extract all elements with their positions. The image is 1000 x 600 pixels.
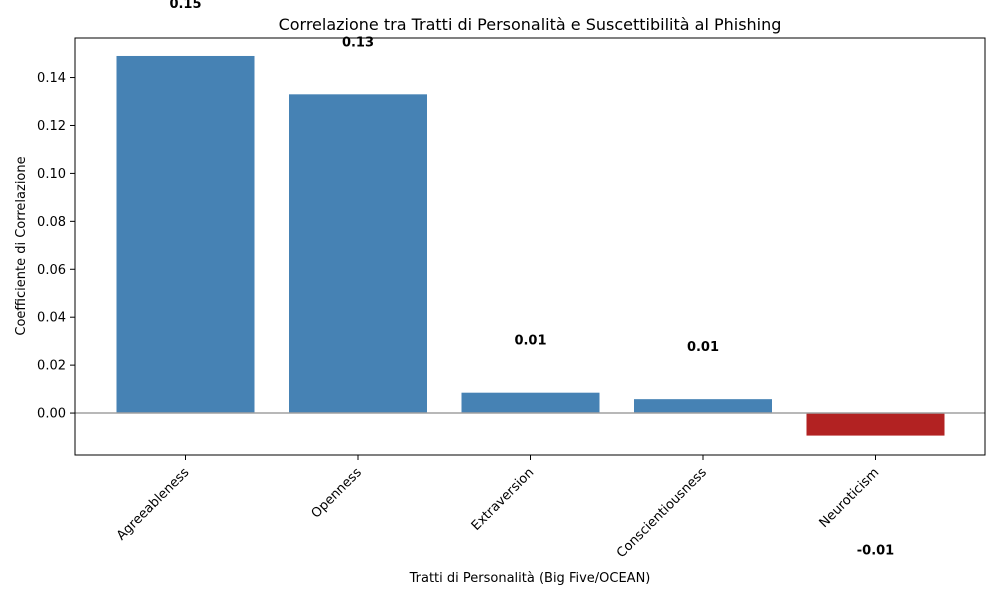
x-axis-label: Tratti di Personalità (Big Five/OCEAN) — [409, 571, 651, 586]
x-tick-label: Openness — [309, 465, 365, 521]
y-tick-label: 0.10 — [37, 167, 66, 182]
x-tick-label: Extraversion — [469, 465, 538, 534]
y-tick-label: 0.06 — [37, 263, 66, 278]
x-tick-label: Neuroticism — [817, 465, 883, 531]
data-label-openness: 0.13 — [342, 35, 374, 50]
y-tick-label: 0.08 — [37, 215, 66, 230]
chart-title: Correlazione tra Tratti di Personalità e… — [279, 15, 782, 34]
bar-extraversion — [461, 392, 600, 414]
data-label-neuroticism: -0.01 — [857, 544, 894, 559]
bar-openness — [289, 94, 427, 414]
y-tick-label: 0.04 — [37, 311, 66, 326]
bar-agreeableness — [116, 55, 255, 414]
x-tick-label: Conscientiousness — [614, 465, 710, 561]
bar-neuroticism — [806, 413, 945, 436]
data-label-agreeableness: 0.15 — [169, 0, 201, 12]
x-tick-label: Agreeableness — [114, 465, 193, 544]
y-tick-label: 0.14 — [37, 71, 66, 86]
y-tick-label: 0.00 — [37, 407, 66, 422]
plot-area: 0.00 0.02 0.04 0.06 0.08 0.10 0.12 0.14 Agreeabl… — [37, 0, 986, 561]
y-tick-label: 0.02 — [37, 359, 66, 374]
bar-conscientiousness — [634, 399, 772, 414]
data-label-extraversion: 0.01 — [514, 334, 546, 349]
y-tick-label: 0.12 — [37, 119, 66, 134]
y-axis-label: Coefficiente di Correlazione — [14, 156, 29, 335]
data-label-conscientiousness: 0.01 — [687, 340, 719, 355]
